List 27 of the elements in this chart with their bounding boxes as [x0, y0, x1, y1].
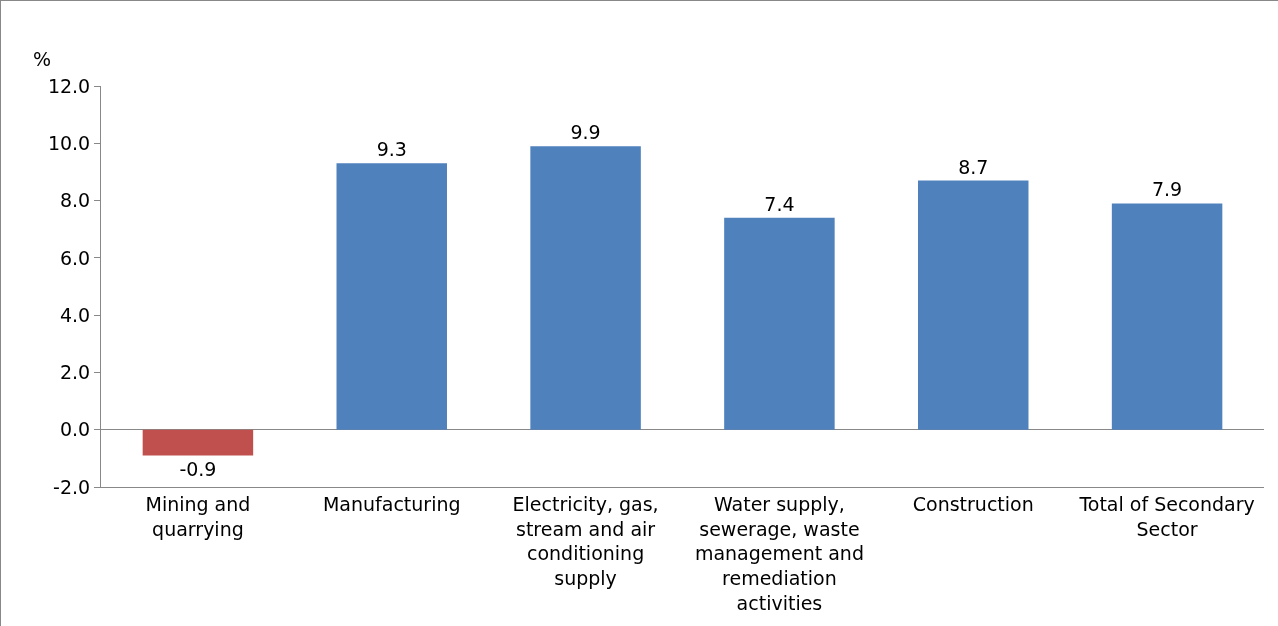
bar — [1111, 203, 1223, 430]
y-tick-label: -2.0 — [53, 475, 91, 498]
x-tick-label: Mining and quarrying — [145, 492, 251, 540]
data-label: 8.7 — [958, 155, 989, 178]
y-tick-label: 12.0 — [47, 74, 91, 97]
bar — [530, 146, 641, 430]
bar — [918, 180, 1029, 430]
y-tick-label: 2.0 — [59, 361, 91, 384]
y-tick-label: 0.0 — [59, 418, 91, 441]
data-label: 7.4 — [764, 192, 795, 215]
y-tick-label: 4.0 — [59, 303, 91, 326]
bar — [724, 217, 835, 430]
bar — [142, 429, 254, 456]
x-tick-label: Water supply, sewerage, waste management and remediation activities — [694, 492, 864, 614]
y-tick-label: 10.0 — [47, 131, 91, 154]
data-label: 9.3 — [376, 138, 407, 161]
data-label: 7.9 — [1151, 178, 1183, 201]
x-tick-label: Electricity, gas, stream and air conditioning supply — [512, 492, 659, 589]
data-label: 9.9 — [570, 121, 601, 144]
y-axis-title: % — [33, 48, 52, 70]
y-tick-label: 6.0 — [59, 246, 91, 269]
y-tick-label: 8.0 — [59, 189, 91, 212]
data-label: -0.9 — [179, 458, 217, 481]
x-tick-label: Total of Secondary Sector — [1078, 492, 1255, 540]
bar — [336, 163, 447, 430]
x-tick-label: Construction — [912, 492, 1034, 515]
x-tick-label: Manufacturing — [322, 492, 461, 515]
